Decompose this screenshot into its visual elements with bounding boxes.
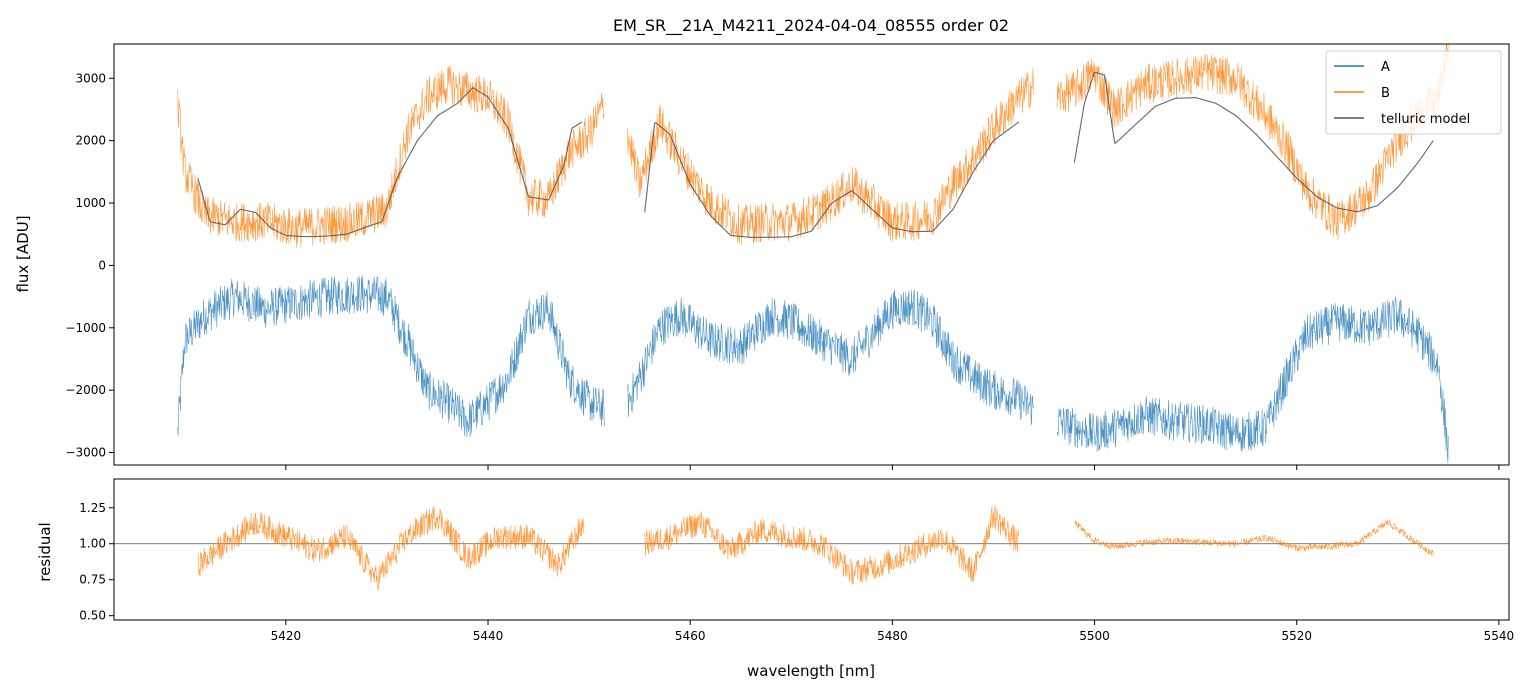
series-line-a: [177, 275, 605, 438]
x-tick-label: 5480: [877, 629, 908, 643]
residual-plot-area: [114, 505, 1509, 591]
series-line-telluric-model: [644, 121, 1020, 238]
y-tick-label: −3000: [65, 446, 106, 460]
series-line-b: [1056, 44, 1449, 241]
x-tick-label: 5420: [271, 629, 302, 643]
x-tick-label: 5500: [1079, 629, 1110, 643]
y-tick-label: 0: [98, 258, 106, 272]
flux-panel: EM_SR__21A_M4211_2024-04-04_08555 order …: [14, 16, 1510, 470]
residual-axes-frame: [113, 478, 1510, 621]
series-line-residual: [197, 506, 585, 591]
legend-box: [1325, 50, 1502, 135]
y-tick-label: 2000: [75, 134, 106, 148]
y-tick-label: 1000: [75, 196, 106, 210]
series-line-residual: [644, 505, 1019, 586]
residual-x-axis: 5420 5440 5460 5480 5500 5520 5540: [271, 620, 1515, 643]
legend-label-a: A: [1381, 60, 1390, 75]
y-tick-label: −2000: [65, 383, 106, 397]
series-line-telluric-model: [1073, 71, 1434, 213]
flux-y-axis: −3000 −2000 −1000 0 1000 2000 3000: [65, 71, 114, 460]
legend-label-b: B: [1381, 86, 1390, 101]
x-tick-label: 5540: [1484, 629, 1515, 643]
x-tick-label: 5460: [675, 629, 706, 643]
x-tick-label: 5520: [1281, 629, 1312, 643]
legend-label-telluric: telluric model: [1381, 112, 1470, 127]
y-tick-label: 0.75: [79, 573, 106, 587]
chart-title: EM_SR__21A_M4211_2024-04-04_08555 order …: [613, 16, 1009, 36]
series-line-a: [627, 289, 1035, 426]
series-line-b: [627, 68, 1035, 245]
y-tick-label: 1.00: [79, 537, 106, 551]
legend: A B telluric model: [1325, 50, 1502, 135]
y-tick-label: 1.25: [79, 501, 106, 515]
residual-y-axis-label: residual: [36, 522, 54, 581]
series-line-a: [1056, 296, 1449, 463]
flux-x-axis: [285, 465, 1500, 470]
flux-axes-frame: [113, 43, 1510, 466]
x-axis-label: wavelength [nm]: [747, 662, 875, 680]
x-tick-label: 5440: [473, 629, 504, 643]
flux-y-axis-label: flux [ADU]: [14, 215, 32, 292]
residual-y-axis: 0.50 0.75 1.00 1.25: [79, 501, 114, 623]
flux-plot-area: [177, 44, 1449, 463]
y-tick-label: 3000: [75, 71, 106, 85]
y-tick-label: −1000: [65, 321, 106, 335]
series-line-telluric-model: [197, 87, 583, 238]
series-line-b: [177, 65, 605, 248]
series-line-residual: [1074, 519, 1434, 556]
y-tick-label: 0.50: [79, 609, 106, 623]
residual-panel: 0.50 0.75 1.00 1.25 5420 5440 5460 5480 5500 552…: [36, 478, 1515, 680]
